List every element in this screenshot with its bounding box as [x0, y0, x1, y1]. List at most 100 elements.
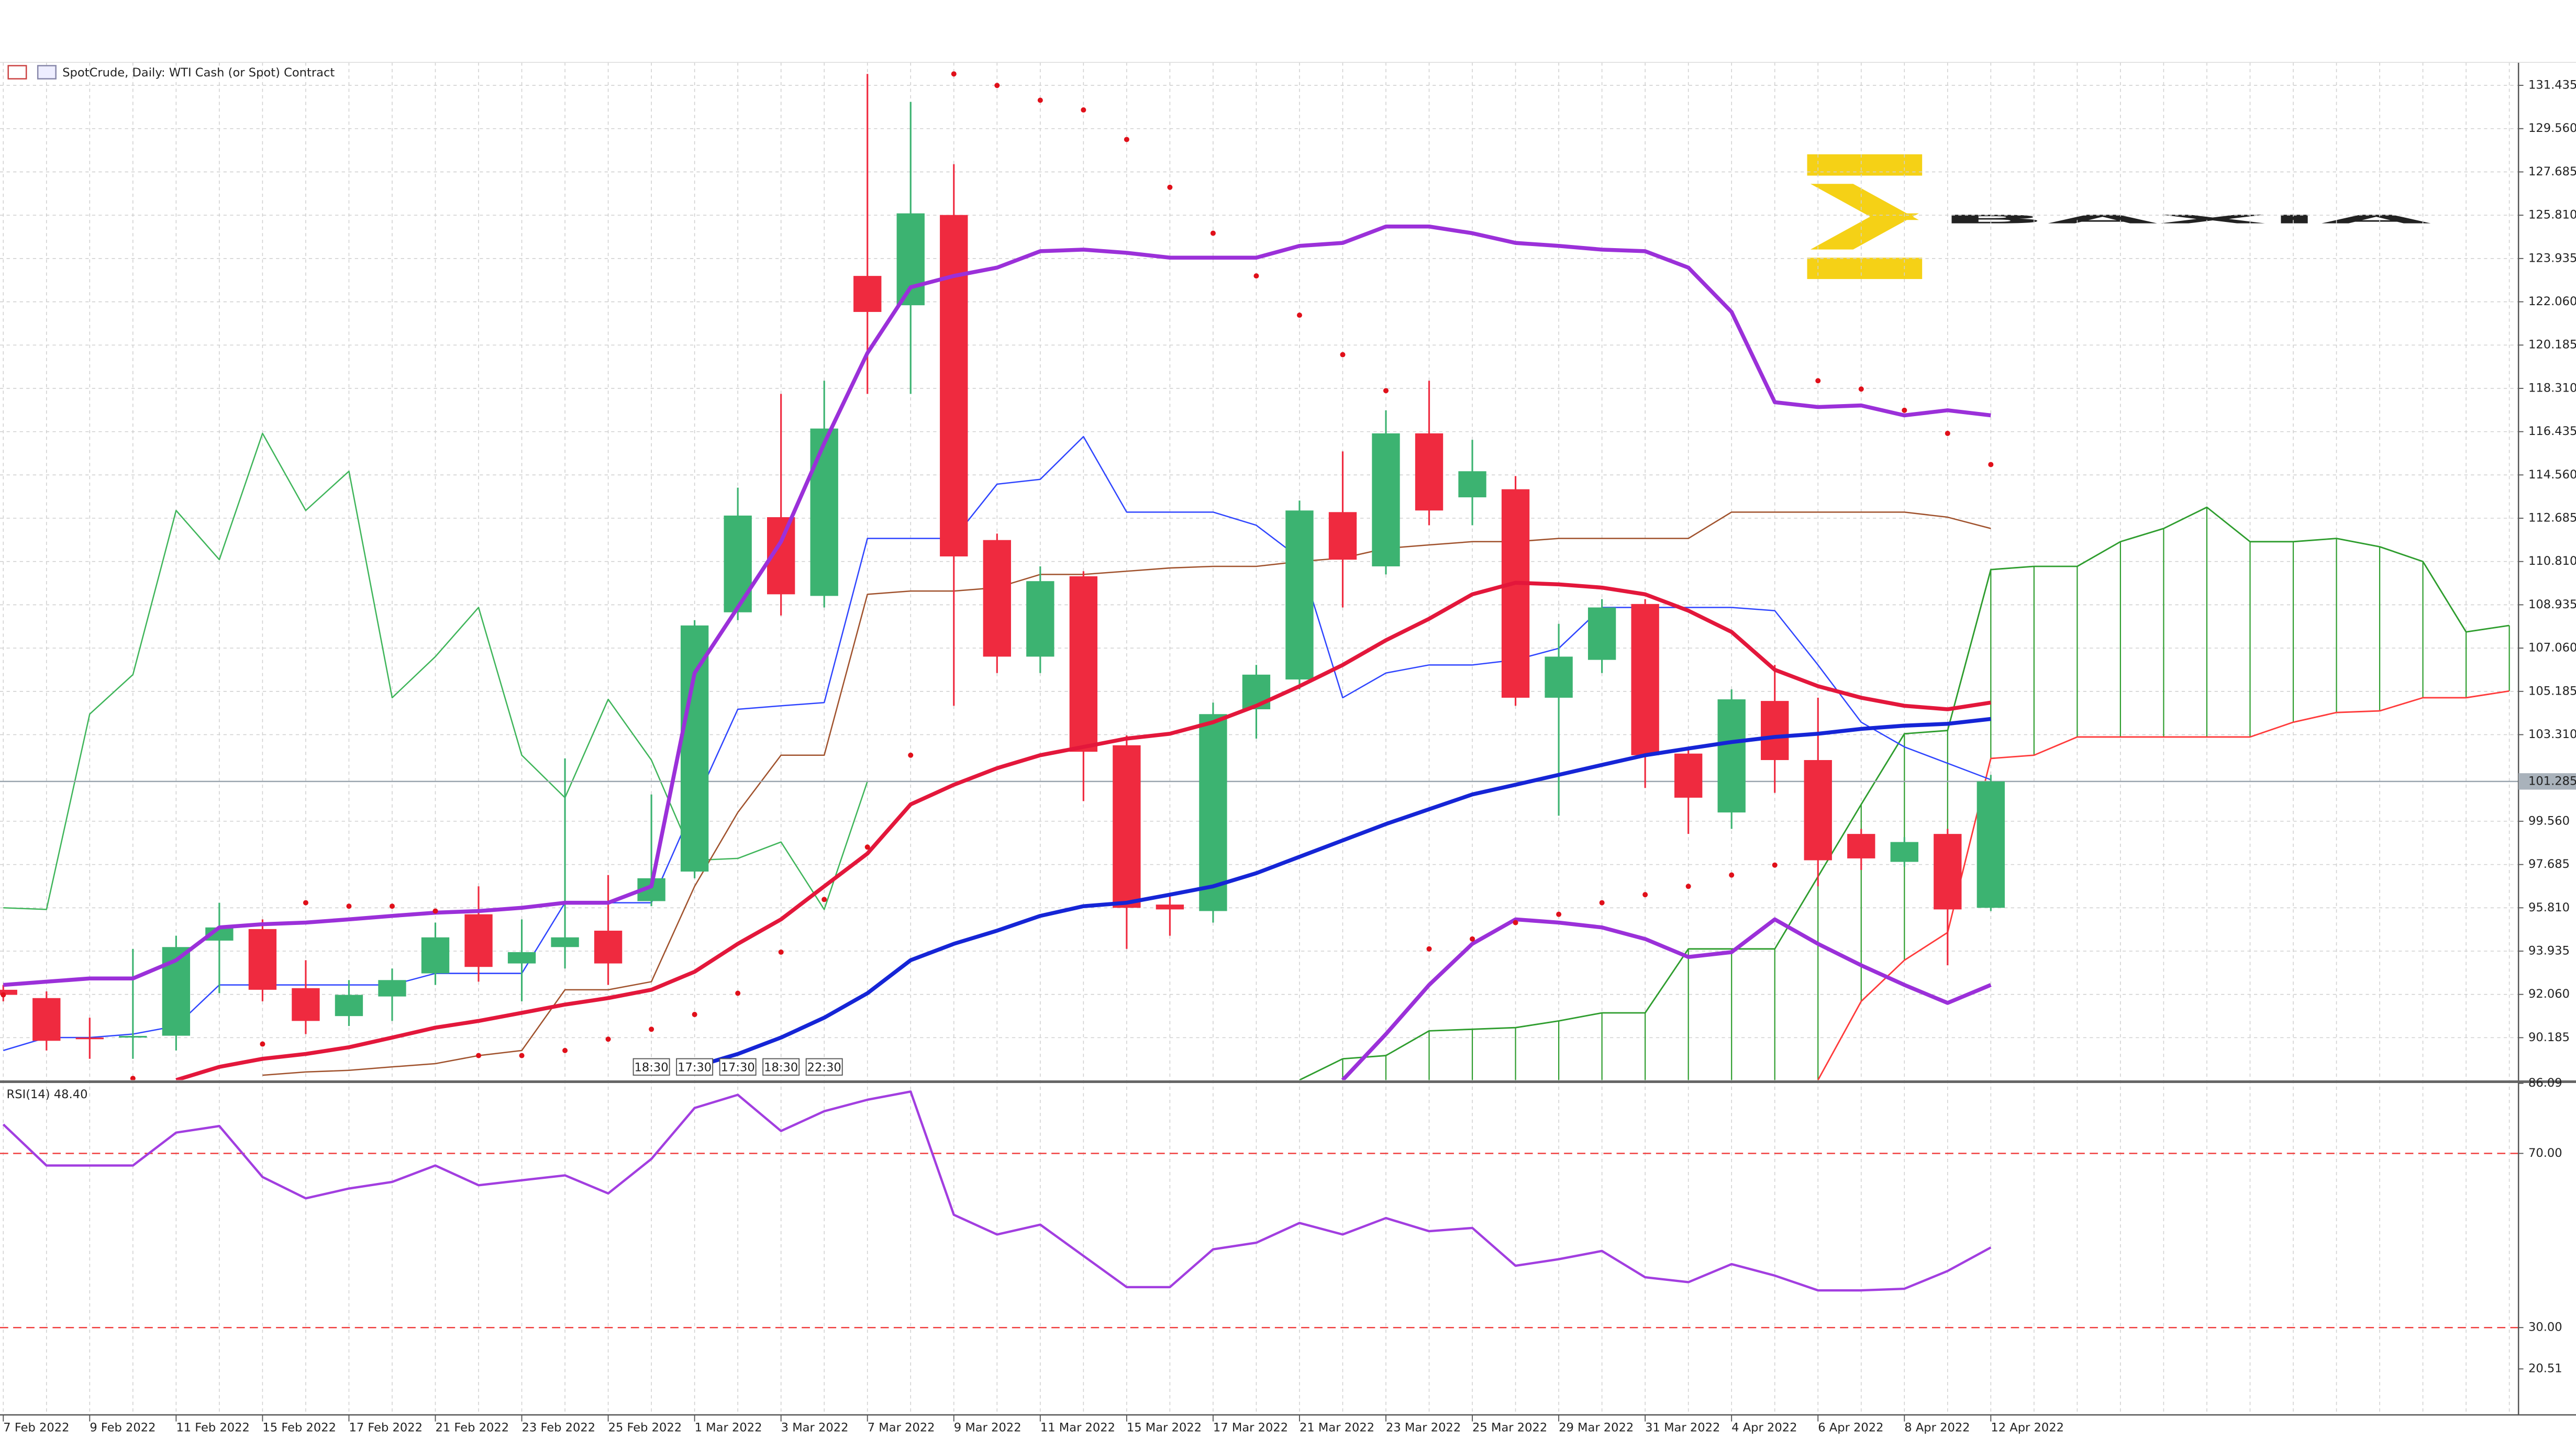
logo-bar — [1807, 258, 1923, 280]
logo-chevron — [1810, 184, 1919, 220]
y-tick-label: 93.935 — [2528, 944, 2570, 957]
y-tick-label: 95.810 — [2528, 901, 2570, 914]
x-tick-label: 11 Feb 2022 — [176, 1421, 250, 1435]
candle-body — [32, 998, 61, 1041]
last-price-label: 101.285 — [2528, 774, 2576, 788]
x-tick-label: 12 Apr 2022 — [1991, 1421, 2064, 1435]
x-tick-label: 9 Mar 2022 — [954, 1421, 1021, 1435]
y-tick-label: 118.310 — [2528, 381, 2576, 395]
candle-body — [1199, 714, 1227, 911]
candle-body — [1458, 471, 1486, 498]
y-tick-label: 114.560 — [2528, 468, 2576, 482]
x-tick-label: 1 Mar 2022 — [695, 1421, 762, 1435]
rsi-plot — [0, 1090, 2519, 1329]
time-label: 18:30 — [635, 1061, 669, 1074]
x-tick-label: 21 Mar 2022 — [1300, 1421, 1374, 1435]
logo-bar — [1807, 154, 1923, 176]
time-label: 17:30 — [678, 1061, 712, 1074]
sar-dot — [1772, 862, 1778, 868]
candle-body — [896, 213, 925, 306]
y-tick-label: 125.810 — [2528, 208, 2576, 222]
indicator-line — [694, 717, 1991, 1069]
candle-body — [1501, 489, 1530, 698]
candle-body — [940, 215, 968, 557]
sar-dot — [1, 992, 6, 998]
sar-dot — [1037, 97, 1043, 103]
candle-body — [464, 914, 493, 967]
chart-icon — [37, 65, 57, 80]
y-tick-label: 86.09 — [2528, 1076, 2562, 1090]
candle-body — [378, 980, 406, 997]
candle-body — [1113, 745, 1141, 908]
sar-dot — [1988, 462, 1994, 467]
sar-dot — [1210, 230, 1216, 236]
x-tick-label: 29 Mar 2022 — [1559, 1421, 1634, 1435]
y-tick-label: 105.185 — [2528, 684, 2576, 698]
candle-body — [724, 515, 752, 612]
sar-dot — [649, 1026, 654, 1032]
time-box — [762, 1058, 800, 1076]
sar-dot — [260, 1041, 265, 1047]
y-tick-label: 30.00 — [2528, 1321, 2562, 1334]
candle-body — [1847, 834, 1875, 858]
y-tick-label: 70.00 — [2528, 1146, 2562, 1160]
candle-body — [1587, 607, 1616, 660]
y-tick-label: 103.310 — [2528, 728, 2576, 741]
time-box — [676, 1058, 714, 1076]
candle-body — [1328, 512, 1357, 560]
sar-dot — [1729, 872, 1735, 878]
y-tick-label: 120.185 — [2528, 338, 2576, 352]
cloud-span-b — [1817, 690, 2510, 1080]
rsi-title: RSI(14) 48.40 — [7, 1088, 88, 1101]
y-tick-label: 123.935 — [2528, 251, 2576, 265]
indicator-line — [3, 224, 1991, 987]
candle-body — [551, 937, 579, 947]
sar-dot — [1426, 946, 1432, 952]
indicator-line — [3, 436, 1991, 1052]
sar-dot — [1253, 273, 1259, 279]
sar-dot — [864, 844, 870, 850]
y-tick-label: 90.185 — [2528, 1031, 2570, 1044]
y-tick-label: 116.435 — [2528, 425, 2576, 438]
chart-icon — [7, 65, 27, 80]
indicator-line — [1341, 917, 1992, 1080]
candle-body — [75, 1037, 104, 1040]
candle-body — [853, 276, 882, 312]
candle-body — [0, 989, 17, 995]
sar-dot — [1815, 378, 1821, 384]
axes: SpotCrude, Daily: WTI Cash (or Spot) Con… — [0, 62, 2576, 1435]
time-label: 17:30 — [721, 1061, 755, 1074]
y-tick-label: 20.51 — [2528, 1362, 2562, 1376]
candle-body — [119, 1036, 147, 1038]
time-box — [805, 1058, 843, 1076]
sar-dot — [778, 949, 784, 955]
candle-body — [1804, 760, 1832, 861]
candle-body — [1674, 753, 1703, 798]
x-tick-label: 4 Apr 2022 — [1731, 1421, 1797, 1435]
x-tick-label: 17 Feb 2022 — [349, 1421, 423, 1435]
last-price-box — [2518, 773, 2576, 790]
sar-dot — [1685, 884, 1691, 889]
candle-body — [1372, 433, 1400, 566]
y-tick-label: 127.685 — [2528, 165, 2576, 178]
sar-dot — [1470, 936, 1475, 942]
candle-body — [335, 995, 363, 1017]
x-tick-label: 7 Mar 2022 — [868, 1421, 935, 1435]
chart-title: SpotCrude, Daily: WTI Cash (or Spot) Con… — [62, 66, 335, 80]
sar-dot — [735, 990, 741, 996]
time-box — [719, 1058, 757, 1076]
x-tick-label: 11 Mar 2022 — [1040, 1421, 1115, 1435]
sar-dot — [1902, 407, 1907, 413]
sar-dot — [1513, 920, 1518, 925]
candle-body — [421, 937, 450, 974]
candle-body — [810, 428, 838, 596]
sar-dot — [1167, 184, 1173, 190]
rsi-line — [2, 1090, 1992, 1292]
sar-dot — [346, 903, 352, 909]
x-tick-label: 25 Feb 2022 — [608, 1421, 682, 1435]
x-tick-label: 23 Feb 2022 — [522, 1421, 596, 1435]
x-tick-label: 15 Feb 2022 — [262, 1421, 336, 1435]
sar-dot — [1858, 386, 1864, 392]
x-tick-label: 17 Mar 2022 — [1213, 1421, 1288, 1435]
sar-dot — [908, 752, 914, 758]
